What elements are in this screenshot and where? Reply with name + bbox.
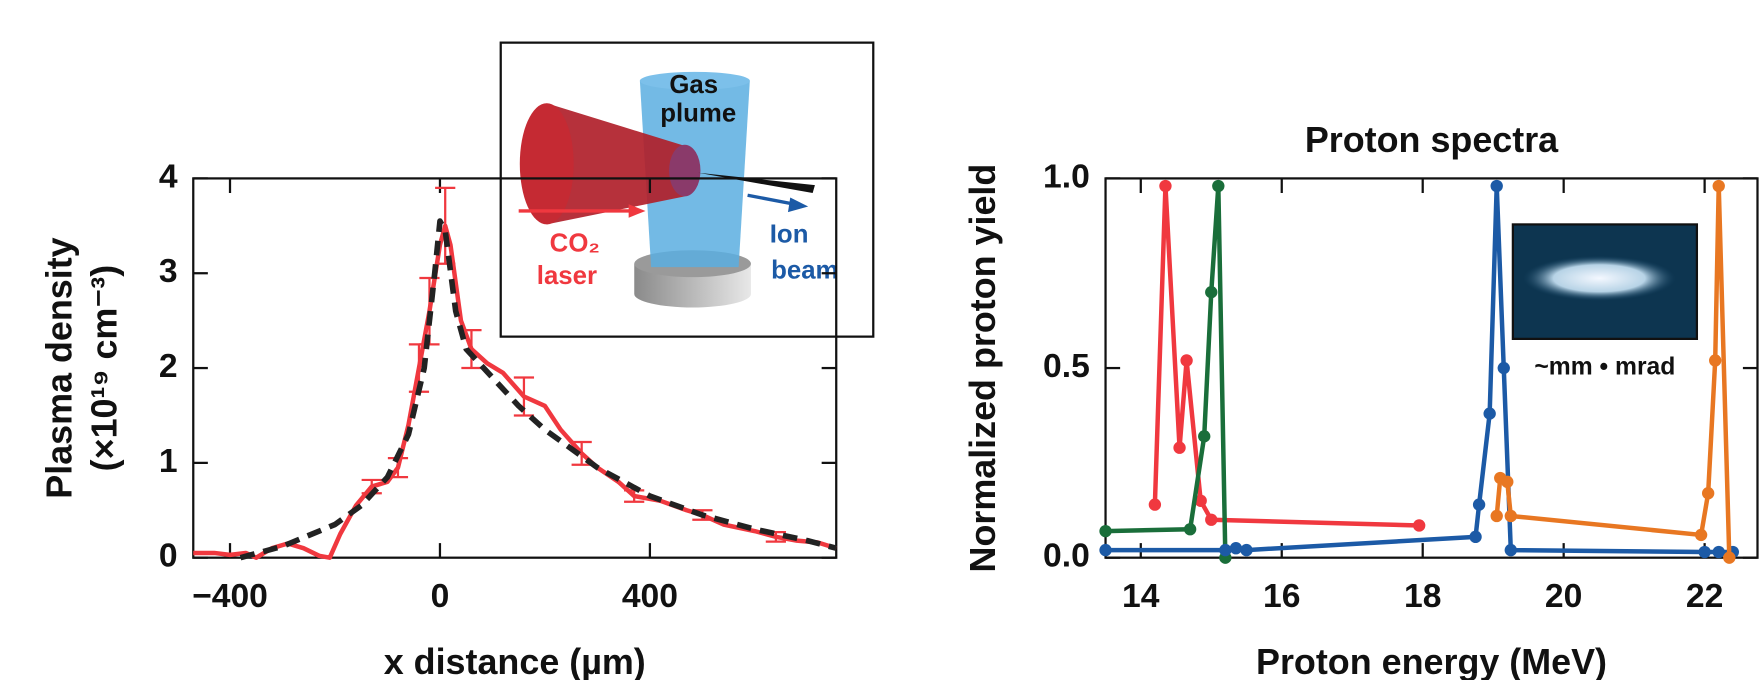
y-tick-label: 0.5: [1043, 348, 1090, 385]
data-point: [1194, 494, 1207, 507]
x-axis-label: x distance (µm): [384, 642, 646, 680]
x-tick-label: 22: [1686, 578, 1723, 615]
data-point: [1413, 519, 1426, 532]
y-tick-label: 3: [159, 253, 178, 290]
data-point: [1504, 543, 1517, 557]
laser-end: [519, 103, 574, 225]
data-point: [1472, 498, 1486, 511]
setup-diagram: Gas plume CO₂ laser Ion beam: [499, 41, 875, 338]
data-point: [1701, 487, 1715, 500]
plume-top: [639, 71, 750, 90]
data-point: [1469, 530, 1482, 544]
data-point: [1698, 545, 1711, 559]
y-tick-label: 0.0: [1043, 538, 1090, 575]
x-axis-label: Proton energy (MeV): [1256, 642, 1607, 680]
series-line: [1105, 183, 1228, 558]
data-point: [1205, 513, 1218, 526]
data-point: [1183, 523, 1197, 536]
data-point: [1099, 524, 1112, 538]
beam-caption: ~mm • mrad: [1534, 354, 1675, 381]
data-point: [1490, 179, 1503, 193]
y-axis-label: Normalized proton yield: [963, 164, 1003, 573]
data-point: [1709, 354, 1722, 367]
data-point: [1723, 551, 1736, 564]
x-tick-label: 14: [1122, 578, 1160, 615]
data-point: [1490, 509, 1503, 523]
y-axis-label: Plasma density: [39, 237, 79, 498]
ion-arrowhead: [787, 197, 809, 213]
x-tick-label: 0: [431, 578, 450, 615]
x-tick-label: 16: [1263, 578, 1300, 615]
y-tick-label: 2: [159, 348, 178, 385]
data-point: [1212, 179, 1225, 193]
data-point: [1501, 475, 1514, 489]
data-point: [1712, 179, 1725, 193]
ion-arrow: [747, 193, 796, 206]
data-point: [1483, 407, 1496, 420]
error-bar: [571, 440, 592, 466]
data-point: [1712, 545, 1725, 559]
series-line: [1152, 183, 1420, 528]
error-bar: [461, 329, 482, 370]
data-point: [1099, 543, 1112, 557]
data-point: [1159, 179, 1172, 193]
data-point: [1180, 354, 1193, 367]
ion-label: beam: [771, 256, 838, 284]
x-tick-label: 400: [622, 578, 678, 615]
laser-cone: [546, 103, 685, 225]
data-point: [1504, 509, 1517, 523]
y-axis-label: (×10¹⁹ cm⁻³): [84, 265, 124, 472]
series-line: [239, 218, 837, 561]
laser-arrowhead: [628, 204, 646, 218]
x-tick-label: 20: [1545, 578, 1582, 615]
ion-label: Ion: [770, 220, 809, 248]
data-point: [1198, 430, 1211, 443]
data-point: [1229, 542, 1243, 555]
y-tick-label: 1.0: [1043, 158, 1090, 195]
data-point: [1148, 498, 1162, 511]
gas-label: Gas: [669, 71, 718, 99]
laser-label: laser: [537, 262, 597, 290]
x-tick-label: −400: [192, 578, 268, 615]
beam-spot: [1522, 255, 1676, 301]
data-point: [1173, 441, 1186, 454]
gas-label: plume: [660, 99, 736, 127]
y-tick-label: 0: [159, 538, 178, 575]
laser-label: CO₂: [550, 229, 600, 257]
y-tick-label: 1: [159, 443, 178, 480]
focus: [669, 144, 701, 197]
chart-title: Proton spectra: [1305, 120, 1559, 160]
data-point: [1497, 361, 1510, 375]
x-tick-label: 18: [1404, 578, 1441, 615]
data-point: [1219, 543, 1232, 557]
beam-image: ~mm • mrad: [1511, 223, 1699, 381]
data-point: [1205, 286, 1218, 299]
data-point: [1694, 528, 1708, 542]
y-tick-label: 4: [159, 158, 178, 195]
data-point: [1240, 543, 1253, 557]
